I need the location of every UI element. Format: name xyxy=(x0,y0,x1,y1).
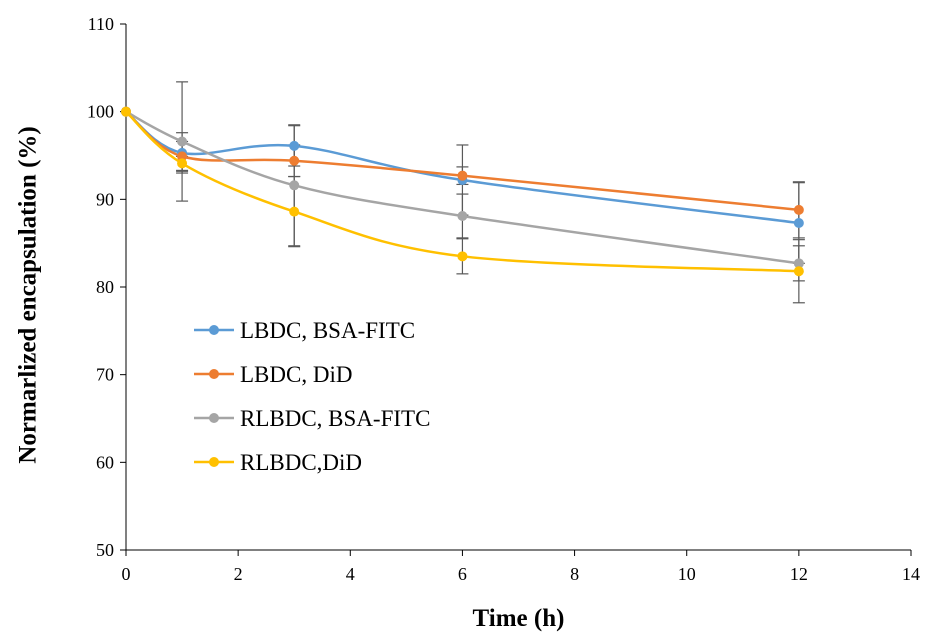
x-tick-label: 4 xyxy=(346,564,355,584)
legend: LBDC, BSA-FITC LBDC, DiD RLBDC, BSA-FITC RL… xyxy=(194,318,430,475)
y-tick-label: 80 xyxy=(96,277,114,297)
legend-item-rlbdc-did: RLBDC,DiD xyxy=(194,450,362,475)
x-tick-label: 2 xyxy=(234,564,243,584)
y-tick-label: 110 xyxy=(88,14,114,34)
y-tick-label: 70 xyxy=(96,365,114,385)
legend-item-rlbdc-bsa-fitc: RLBDC, BSA-FITC xyxy=(194,406,430,431)
data-point-rlbdc-did xyxy=(289,206,300,217)
legend-label: RLBDC, BSA-FITC xyxy=(240,406,430,431)
y-tick-label: 50 xyxy=(96,540,114,560)
x-tick-label: 0 xyxy=(122,564,131,584)
x-axis-title: Time (h) xyxy=(473,605,565,632)
x-tick-label: 10 xyxy=(678,564,696,584)
legend-swatch-marker xyxy=(209,457,219,467)
legend-label: LBDC, DiD xyxy=(240,362,352,387)
x-tick-label: 8 xyxy=(570,564,579,584)
x-tick-label: 12 xyxy=(790,564,808,584)
y-axis-title: Normarlized encapsulation (%) xyxy=(15,126,42,463)
x-tick-label: 14 xyxy=(902,564,920,584)
data-point-rlbdc-bsa-fitc xyxy=(177,136,188,147)
y-tick-label: 100 xyxy=(87,102,114,122)
data-point-rlbdc-bsa-fitc xyxy=(457,210,468,221)
legend-swatch-marker xyxy=(209,413,219,423)
x-ticks: 0 2 4 6 8 10 12 14 xyxy=(122,550,920,584)
data-point-lbdc-did xyxy=(289,155,300,166)
data-point-lbdc-bsa-fitc xyxy=(793,218,804,229)
data-point-rlbdc-bsa-fitc xyxy=(793,258,804,269)
y-tick-label: 90 xyxy=(96,189,114,209)
legend-swatch-marker xyxy=(209,325,219,335)
series-markers xyxy=(121,106,804,277)
legend-label: RLBDC,DiD xyxy=(240,450,362,475)
data-point-rlbdc-did xyxy=(793,266,804,277)
legend-item-lbdc-bsa-fitc: LBDC, BSA-FITC xyxy=(194,318,415,343)
data-point-lbdc-did xyxy=(177,151,188,162)
legend-swatch-marker xyxy=(209,369,219,379)
data-point-lbdc-did xyxy=(793,204,804,215)
data-point-rlbdc-did xyxy=(457,251,468,262)
legend-item-lbdc-did: LBDC, DiD xyxy=(194,362,352,387)
data-point-lbdc-bsa-fitc xyxy=(289,140,300,151)
y-tick-label: 60 xyxy=(96,452,114,472)
data-point-rlbdc-bsa-fitc xyxy=(289,180,300,191)
data-point-lbdc-did xyxy=(457,170,468,181)
x-tick-label: 6 xyxy=(458,564,467,584)
data-point-rlbdc-did xyxy=(177,158,188,169)
legend-label: LBDC, BSA-FITC xyxy=(240,318,415,343)
data-point-rlbdc-did xyxy=(121,106,131,117)
y-ticks: 50 60 70 80 90 100 110 xyxy=(87,14,126,560)
